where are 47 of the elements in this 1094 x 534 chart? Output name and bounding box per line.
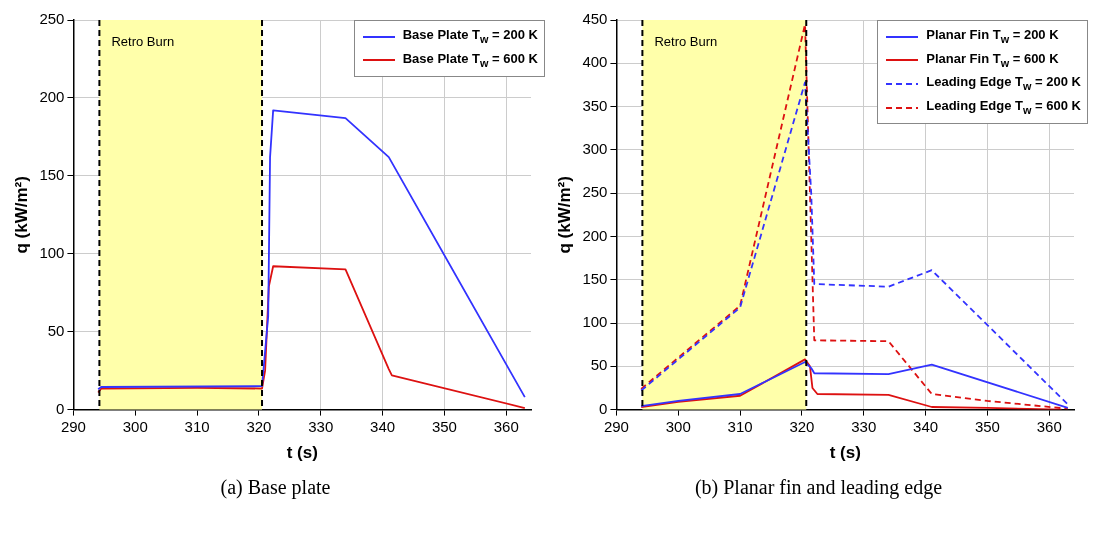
legend-label: Base Plate T$_{w}$ = 600 K (402, 49, 538, 71)
legend-label: Leading Edge T$_{w}$ = 200 K (926, 73, 1081, 94)
x-tick-label: 290 (60, 417, 86, 435)
x-tick-label: 350 (974, 417, 1000, 435)
x-tick-label: 300 (122, 417, 148, 435)
x-tick-label: 320 (246, 417, 272, 435)
y-tick-label: 150 (582, 269, 608, 287)
y-tick-label: 450 (582, 10, 608, 28)
x-tick-label: 350 (431, 417, 457, 435)
y-tick-label: 50 (590, 356, 608, 374)
line-series (640, 23, 1069, 410)
x-axis-title: t (s) (829, 443, 861, 463)
x-tick-label: 330 (308, 417, 334, 435)
y-axis-title: q (kW/m²) (11, 176, 31, 254)
x-tick-label: 310 (184, 417, 210, 435)
y-tick-label: 0 (56, 399, 65, 417)
legend-label: Base Plate T$_{w}$ = 200 K (402, 26, 538, 47)
y-tick-label: 0 (599, 399, 608, 417)
legend-label: Planar Fin T$_{w}$ = 600 K (926, 49, 1059, 71)
x-tick-label: 330 (851, 417, 877, 435)
y-tick-label: 300 (582, 140, 608, 158)
text: (a) Base plate (219, 476, 332, 499)
legend-label: Planar Fin T$_{w}$ = 200 K (926, 26, 1059, 47)
y-tick-label: 250 (39, 10, 65, 28)
y-tick-label: 50 (47, 321, 65, 339)
y-axis-title: q (kW/m²) (554, 176, 574, 254)
y-tick-label: 150 (39, 165, 65, 183)
x-tick-label: 360 (493, 417, 519, 435)
x-tick-label: 340 (913, 417, 939, 435)
y-tick-label: 400 (582, 53, 608, 71)
band-label: Retro Burn (654, 34, 718, 50)
x-axis-title: t (s) (286, 443, 318, 463)
y-tick-label: 100 (582, 313, 608, 331)
x-tick-label: 300 (665, 417, 691, 435)
x-tick-label: 290 (603, 417, 629, 435)
x-tick-label: 310 (727, 417, 753, 435)
x-tick-label: 340 (370, 417, 396, 435)
y-tick-label: 200 (39, 88, 65, 106)
y-tick-label: 350 (582, 96, 608, 114)
x-tick-label: 360 (1036, 417, 1062, 435)
x-tick-label: 320 (789, 417, 815, 435)
y-tick-label: 250 (582, 183, 608, 201)
band-label: Retro Burn (111, 34, 175, 50)
legend-label: Leading Edge T$_{w}$ = 600 K (926, 96, 1081, 118)
y-tick-label: 100 (39, 243, 65, 261)
y-tick-label: 200 (582, 226, 608, 244)
text: (b) Planar fin and leading edge (693, 476, 944, 499)
